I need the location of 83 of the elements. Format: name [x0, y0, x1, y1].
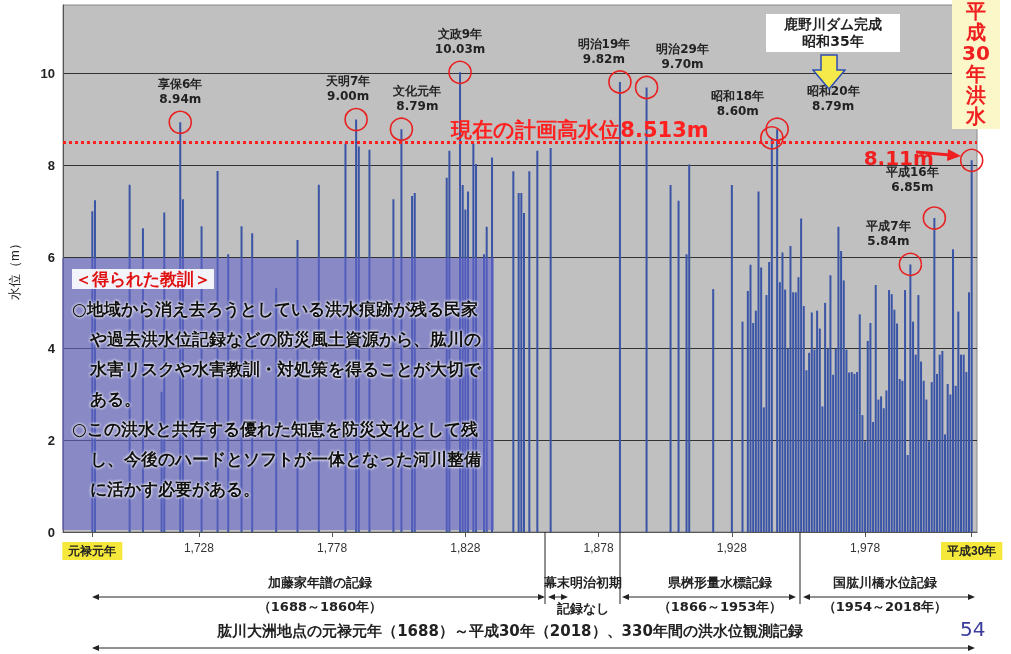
label-box: 平成30年洪水: [952, 0, 1000, 129]
text: 加藤家年譜の記録: [267, 574, 373, 592]
bar: [938, 354, 941, 532]
bar: [869, 323, 872, 532]
annotation: 平成7年 5.84m: [865, 219, 911, 249]
x-tick-label: 1,878: [583, 541, 614, 555]
bar: [528, 171, 531, 532]
bar: [677, 200, 680, 532]
bar: [688, 164, 691, 532]
y-tick-label: 8: [47, 157, 55, 173]
x-tick-label: 平成30年: [945, 544, 997, 558]
bar: [491, 157, 494, 532]
bar: [712, 289, 715, 532]
x-tick-label: 1,928: [716, 541, 748, 555]
text: 記録なし: [557, 601, 609, 616]
text: 54: [960, 617, 986, 641]
bar: [810, 312, 813, 532]
y-tick-label: 2: [47, 432, 55, 448]
bar: [517, 192, 520, 532]
annotation: ○地域から消え去ろうとしている洪水痕跡が残る民家や過去洪水位記録などの防災風土資源から、肱川の水害リスクや水害教訓・対処策を得ることが大切である。: [72, 298, 483, 411]
y-tick-label: 6: [47, 249, 55, 265]
bar: [941, 350, 944, 532]
bar: [549, 147, 552, 532]
text: 県桝形量水標記録: [668, 575, 772, 590]
bar: [776, 129, 779, 532]
bar: [789, 246, 792, 532]
bar: [485, 226, 488, 532]
annotation: 天明7年 9.00m: [324, 74, 371, 104]
x-tick-label: 1,828: [450, 541, 481, 555]
annotation: 明治29年 9.70m: [656, 42, 709, 72]
bar: [837, 226, 840, 532]
text: （1866～1953年）: [656, 598, 784, 616]
bar: [730, 185, 733, 532]
bar: [952, 249, 955, 532]
y-tick-label: 0: [47, 524, 55, 540]
bar: [757, 191, 760, 532]
bar: [781, 252, 784, 532]
y-tick-label: 4: [47, 341, 56, 357]
x-tick-label: 1,778: [317, 541, 348, 555]
bar: [618, 81, 621, 532]
bar: [970, 160, 973, 532]
bar: [816, 310, 819, 532]
bar: [829, 275, 832, 532]
bar: [858, 314, 861, 532]
bar: [888, 290, 891, 532]
x-tick-label: 1,978: [850, 541, 881, 555]
annotation: 文化元年 8.79m: [392, 83, 442, 113]
bar: [853, 373, 856, 532]
bar: [749, 264, 752, 532]
x-tick-label: 元禄元年: [67, 544, 117, 558]
annotation: ＜得られた教訓＞: [72, 269, 214, 289]
annotation: 明治19年 9.82m: [577, 36, 631, 66]
text: 肱川大洲地点の元禄元年（1688）～平成30年（2018）、330年間の洪水位観測記録: [216, 622, 804, 641]
y-axis-title: 水位（m）: [7, 237, 22, 300]
x-tick-label: 1,728: [183, 541, 215, 555]
bar: [800, 218, 803, 532]
bar: [933, 218, 936, 532]
bar: [512, 171, 515, 532]
annotation: 昭和18年 8.60m: [711, 88, 765, 118]
bar: [880, 396, 883, 532]
bar: [957, 311, 960, 532]
bar: [904, 290, 907, 532]
bar: [741, 321, 744, 532]
bar: [770, 137, 773, 532]
bar: [669, 185, 672, 532]
text: 国肱川橋水位記録: [832, 574, 938, 592]
bar: [917, 295, 920, 532]
bar: [536, 150, 539, 532]
bar: [909, 264, 912, 532]
bar: [874, 285, 877, 532]
bar: [520, 192, 523, 532]
y-tick-label: 10: [40, 66, 55, 82]
annotation: 文政9年 10.03m: [434, 27, 486, 57]
bar: [946, 383, 949, 532]
text: 幕末明治初期: [544, 575, 622, 590]
bar: [890, 294, 893, 532]
bar: [824, 302, 827, 532]
annotation: ○この洪水と共存する優れた知恵を防災文化として残し、今後のハードとソフトが一体となった河川整備に活かす必要がある。: [72, 418, 482, 501]
text: （1688～1860年）: [256, 598, 384, 616]
annotation: 享保6年 8.94m: [157, 77, 203, 107]
annotation: 鹿野川ダム完成昭和35年: [783, 16, 883, 50]
text: （1954～2018年）: [821, 598, 949, 616]
note-box: 鹿野川ダム完成昭和35年: [766, 14, 900, 52]
